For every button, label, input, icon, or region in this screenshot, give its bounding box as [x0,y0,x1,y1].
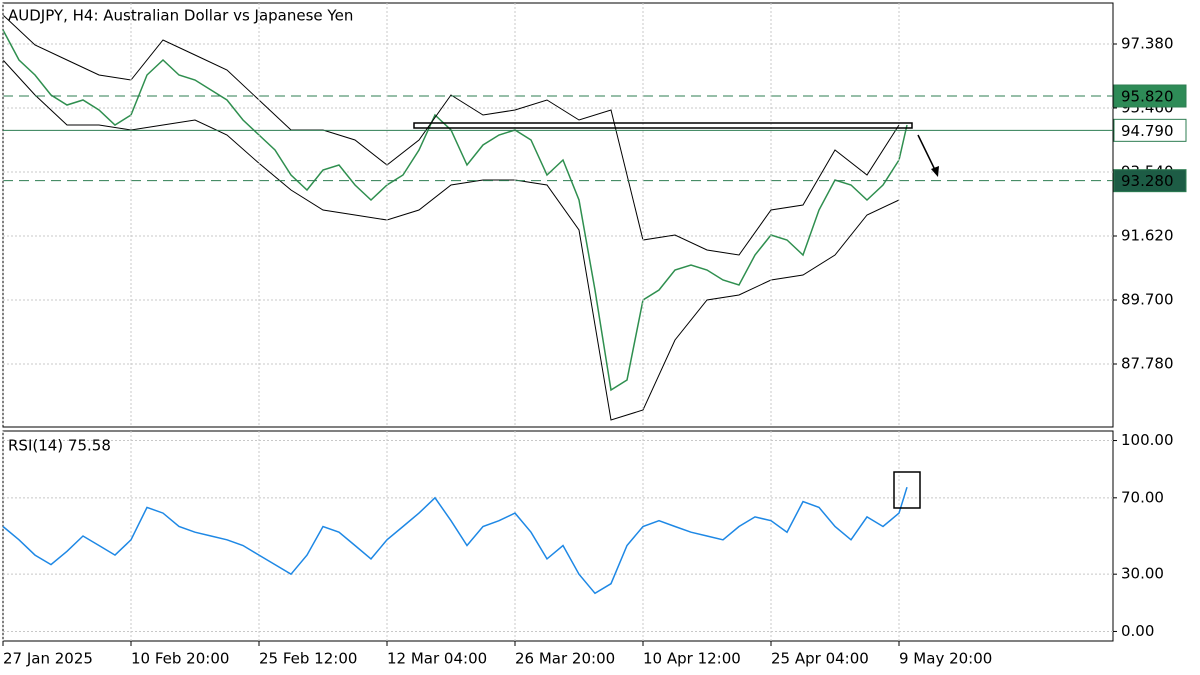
x-tick-label: 12 Mar 04:00 [387,650,487,668]
x-tick-label: 25 Feb 12:00 [259,650,357,668]
x-tick-label: 26 Mar 20:00 [515,650,615,668]
x-tick-label: 10 Apr 12:00 [643,650,741,668]
y-tick-label: 100.00 [1121,431,1174,449]
y-tick-label: 89.700 [1121,291,1174,309]
y-tick-label: 0.00 [1121,622,1154,640]
level-label: 94.790 [1121,122,1174,140]
level-box [1113,169,1187,193]
series-line [2,486,908,595]
level-label: 95.820 [1121,88,1174,106]
level-box [1113,84,1187,108]
level-label: 93.280 [1121,172,1174,190]
x-tick-label: 10 Feb 20:00 [131,650,229,668]
series-line [2,29,908,392]
rsi-panel [2,430,1114,642]
arrow [917,134,937,173]
level-box [1113,118,1187,142]
x-tick-label: 9 May 20:00 [899,650,992,668]
rsi-title: RSI(14) 75.58 [8,437,111,455]
y-tick-label: 91.620 [1121,227,1174,245]
y-tick-label: 30.00 [1121,565,1164,583]
arrow-head [931,166,939,177]
y-tick-label: 70.00 [1121,488,1164,506]
y-tick-label: 97.380 [1121,35,1174,53]
rsi-highlight [893,471,921,509]
x-tick-label: 25 Apr 04:00 [771,650,869,668]
y-tick-label: 87.780 [1121,355,1174,373]
resistance-zone [413,122,913,129]
plot-layer: 97.38095.46093.54091.62089.70087.78095.8… [2,3,1187,668]
band-line [2,59,900,421]
chart-title: AUDJPY, H4: Australian Dollar vs Japanes… [8,7,353,25]
band-line [2,14,900,256]
x-tick-label: 27 Jan 2025 [3,650,93,668]
